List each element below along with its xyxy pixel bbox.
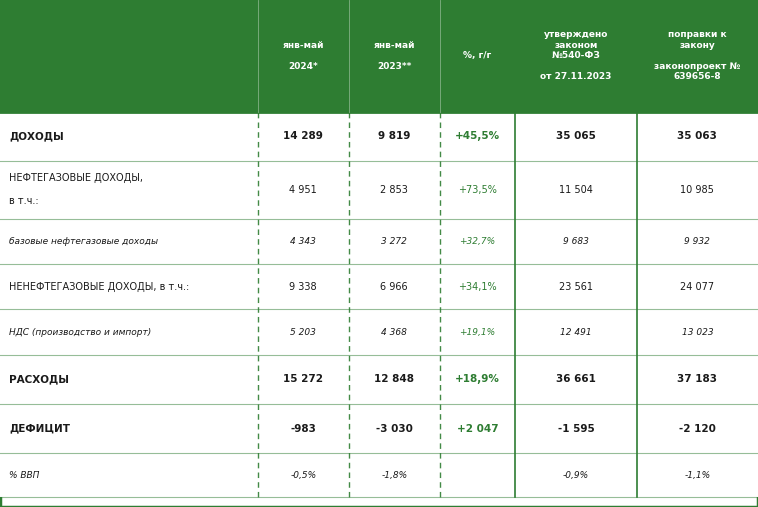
Text: +34,1%: +34,1% [459,282,496,292]
Text: 37 183: 37 183 [678,374,717,384]
Text: -0,9%: -0,9% [563,470,589,480]
Text: 2 853: 2 853 [381,185,408,195]
Text: НЕФТЕГАЗОВЫЕ ДОХОДЫ,

в т.ч.:: НЕФТЕГАЗОВЫЕ ДОХОДЫ, в т.ч.: [9,173,143,206]
Text: 13 023: 13 023 [681,328,713,337]
Text: 11 504: 11 504 [559,185,593,195]
Bar [0,161,758,219]
Text: 3 272: 3 272 [381,237,407,246]
Text: 9 338: 9 338 [290,282,317,292]
Text: 24 077: 24 077 [680,282,715,292]
Bar [0,453,758,497]
Text: -3 030: -3 030 [376,424,412,433]
Text: поправки к
закону

законопроект №
639656-8: поправки к закону законопроект № 639656-… [654,30,741,81]
Text: %, г/г: %, г/г [463,51,492,60]
Text: 12 491: 12 491 [560,328,592,337]
Text: 36 661: 36 661 [556,374,596,384]
Text: +18,9%: +18,9% [455,374,500,384]
Bar [0,112,758,161]
Text: утверждено
законом
№540-ФЗ

от 27.11.2023: утверждено законом №540-ФЗ от 27.11.2023 [540,30,612,81]
Text: НЕНЕФТЕГАЗОВЫЕ ДОХОДЫ, в т.ч.:: НЕНЕФТЕГАЗОВЫЕ ДОХОДЫ, в т.ч.: [9,282,190,292]
Text: базовые нефтегазовые доходы: базовые нефтегазовые доходы [9,237,158,246]
Bar [0,309,758,355]
Text: +32,7%: +32,7% [459,237,496,246]
Text: -1,8%: -1,8% [381,470,407,480]
Bar [0,355,758,404]
Text: % ВВП: % ВВП [9,470,39,480]
Text: 15 272: 15 272 [283,374,323,384]
Text: 9 819: 9 819 [378,131,410,141]
Text: -1 595: -1 595 [558,424,594,433]
Text: 5 203: 5 203 [290,328,316,337]
Text: 35 063: 35 063 [678,131,717,141]
Text: +45,5%: +45,5% [455,131,500,141]
Bar [0,264,758,309]
Text: янв-май

2023**: янв-май 2023** [374,41,415,70]
Text: -983: -983 [290,424,316,433]
Text: 10 985: 10 985 [681,185,714,195]
Text: +19,1%: +19,1% [459,328,496,337]
Text: РАСХОДЫ: РАСХОДЫ [9,374,69,384]
Text: -1,1%: -1,1% [684,470,710,480]
Text: 12 848: 12 848 [374,374,414,384]
Text: 4 368: 4 368 [381,328,407,337]
Text: 9 683: 9 683 [563,237,589,246]
Text: НДС (производство и импорт): НДС (производство и импорт) [9,328,152,337]
Text: ДОХОДЫ: ДОХОДЫ [9,131,64,141]
Bar [0,0,758,112]
Text: -2 120: -2 120 [679,424,716,433]
Text: 23 561: 23 561 [559,282,593,292]
Text: янв-май

2024*: янв-май 2024* [283,41,324,70]
Text: 9 932: 9 932 [684,237,710,246]
Text: 14 289: 14 289 [283,131,323,141]
Text: ДЕФИЦИТ: ДЕФИЦИТ [9,424,70,433]
Bar [0,219,758,264]
Text: 4 343: 4 343 [290,237,316,246]
Text: 35 065: 35 065 [556,131,596,141]
Text: 6 966: 6 966 [381,282,408,292]
Text: +73,5%: +73,5% [458,185,497,195]
Text: -0,5%: -0,5% [290,470,316,480]
Text: 4 951: 4 951 [290,185,317,195]
Bar [0,404,758,453]
Text: +2 047: +2 047 [457,424,498,433]
